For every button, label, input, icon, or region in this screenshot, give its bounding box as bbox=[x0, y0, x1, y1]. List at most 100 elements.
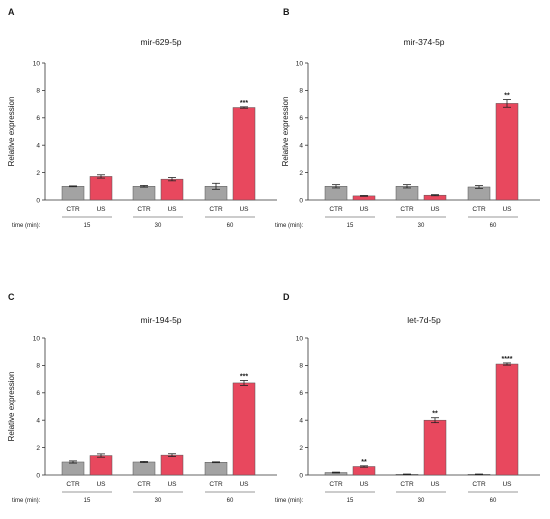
y-tick-label: 8 bbox=[299, 88, 303, 95]
y-tick-label: 8 bbox=[36, 88, 40, 95]
y-tick-label: 10 bbox=[296, 335, 304, 342]
group-label-15: 15 bbox=[347, 223, 354, 229]
y-tick-label: 6 bbox=[36, 390, 40, 397]
category-label: US bbox=[239, 206, 249, 213]
category-label: US bbox=[502, 481, 512, 488]
significance-marker: *** bbox=[240, 373, 248, 380]
category-label: CTR bbox=[400, 481, 414, 488]
category-label: US bbox=[96, 481, 106, 488]
category-label: CTR bbox=[209, 206, 223, 213]
category-label: CTR bbox=[472, 206, 486, 213]
group-label-15: 15 bbox=[347, 498, 354, 504]
y-tick-label: 8 bbox=[36, 363, 40, 370]
bar-us-30 bbox=[160, 178, 184, 201]
y-tick-label: 4 bbox=[299, 143, 303, 150]
bar-ctr-60 bbox=[204, 462, 228, 476]
group-label-60: 60 bbox=[227, 223, 234, 229]
bar-us-15 bbox=[89, 176, 113, 201]
group-label-60: 60 bbox=[490, 223, 497, 229]
y-axis-label: Relative expression bbox=[281, 97, 290, 167]
significance-marker: ** bbox=[432, 411, 438, 418]
category-label: CTR bbox=[472, 481, 486, 488]
category-label: CTR bbox=[137, 481, 151, 488]
category-label: US bbox=[167, 481, 177, 488]
time-axis-label: time (min): bbox=[12, 223, 41, 229]
bar-us-30 bbox=[423, 419, 447, 476]
significance-marker: ** bbox=[504, 93, 510, 100]
y-tick-label: 0 bbox=[36, 197, 40, 204]
group-label-15: 15 bbox=[84, 498, 91, 504]
significance-marker: **** bbox=[502, 356, 513, 363]
panel-letter: B bbox=[283, 7, 290, 17]
y-tick-label: 10 bbox=[33, 335, 41, 342]
panel-letter: A bbox=[8, 7, 15, 17]
category-label: CTR bbox=[400, 206, 414, 213]
significance-marker: ** bbox=[361, 459, 367, 466]
category-label: US bbox=[96, 206, 106, 213]
bar-ctr-30 bbox=[132, 461, 156, 476]
chart-title: let-7d-5p bbox=[407, 315, 441, 325]
bar-us-15 bbox=[89, 455, 113, 476]
bar-ctr-15 bbox=[61, 461, 85, 476]
y-tick-label: 0 bbox=[299, 472, 303, 479]
category-label: US bbox=[359, 481, 369, 488]
bar-ctr-15 bbox=[61, 186, 85, 201]
bar-ctr-60 bbox=[467, 186, 491, 201]
y-tick-label: 4 bbox=[36, 143, 40, 150]
panel-letter: C bbox=[8, 292, 15, 302]
category-label: CTR bbox=[66, 206, 80, 213]
category-label: US bbox=[167, 206, 177, 213]
time-axis-label: time (min): bbox=[275, 223, 304, 229]
significance-marker: *** bbox=[240, 100, 248, 107]
category-label: US bbox=[502, 206, 512, 213]
y-axis-label: Relative expression bbox=[7, 97, 16, 167]
y-tick-label: 6 bbox=[299, 390, 303, 397]
y-tick-label: 0 bbox=[299, 197, 303, 204]
y-tick-label: 4 bbox=[299, 418, 303, 425]
category-label: US bbox=[430, 481, 440, 488]
y-tick-label: 4 bbox=[36, 418, 40, 425]
group-label-30: 30 bbox=[155, 223, 162, 229]
y-tick-label: 6 bbox=[36, 115, 40, 122]
bar-ctr-30 bbox=[395, 186, 419, 201]
bar-us-60 bbox=[232, 107, 256, 201]
group-label-30: 30 bbox=[155, 498, 162, 504]
bar-ctr-30 bbox=[132, 186, 156, 201]
y-tick-label: 2 bbox=[299, 170, 303, 177]
time-axis-label: time (min): bbox=[275, 498, 304, 504]
category-label: US bbox=[430, 206, 440, 213]
category-label: US bbox=[239, 481, 249, 488]
y-tick-label: 0 bbox=[36, 472, 40, 479]
y-tick-label: 2 bbox=[299, 445, 303, 452]
bar-ctr-15 bbox=[324, 186, 348, 201]
chart-title: mir-629-5p bbox=[140, 37, 181, 47]
y-tick-label: 6 bbox=[299, 115, 303, 122]
category-label: CTR bbox=[66, 481, 80, 488]
category-label: CTR bbox=[137, 206, 151, 213]
category-label: US bbox=[359, 206, 369, 213]
group-label-60: 60 bbox=[227, 498, 234, 504]
chart-title: mir-194-5p bbox=[140, 315, 181, 325]
y-tick-label: 2 bbox=[36, 445, 40, 452]
panel-letter: D bbox=[283, 292, 290, 302]
group-label-15: 15 bbox=[84, 223, 91, 229]
group-label-60: 60 bbox=[490, 498, 497, 504]
group-label-30: 30 bbox=[418, 223, 425, 229]
category-label: CTR bbox=[329, 206, 343, 213]
bar-us-30 bbox=[160, 454, 184, 476]
y-tick-label: 10 bbox=[33, 60, 41, 67]
category-label: CTR bbox=[209, 481, 223, 488]
bar-us-60 bbox=[495, 103, 519, 201]
category-label: CTR bbox=[329, 481, 343, 488]
group-label-30: 30 bbox=[418, 498, 425, 504]
bar-us-60 bbox=[232, 382, 256, 476]
y-axis-label: Relative expression bbox=[7, 372, 16, 442]
bar-us-60 bbox=[495, 363, 519, 476]
bar-us-15 bbox=[352, 466, 376, 476]
chart-title: mir-374-5p bbox=[403, 37, 444, 47]
